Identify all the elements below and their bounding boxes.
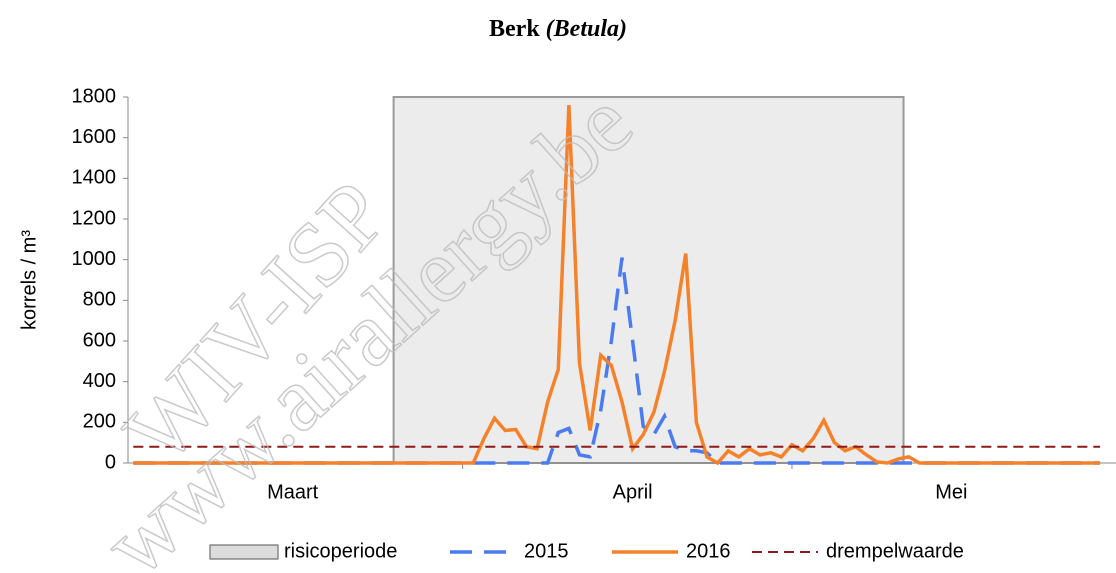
legend-label: risicoperiode [284, 540, 397, 562]
y-tick-label: 0 [105, 451, 116, 473]
y-axis-label: korrels / m³ [18, 230, 40, 330]
title-italic: (Betula) [546, 16, 627, 42]
x-tick-label: Maart [267, 481, 319, 503]
legend-item: risicoperiode [209, 540, 397, 562]
x-tick-label: Mei [935, 481, 967, 503]
y-tick-label: 1000 [72, 248, 117, 270]
y-tick-label: 600 [83, 329, 116, 351]
title-main: Berk [489, 16, 540, 42]
legend-item: drempelwaarde [752, 540, 964, 562]
y-tick-label: 800 [83, 289, 116, 311]
chart-title: Berk (Betula) [489, 16, 627, 42]
legend-item: 2016 [612, 540, 731, 562]
legend: risicoperiode 2015 2016 drempelwaarde [209, 540, 964, 562]
legend-swatch [209, 544, 279, 560]
legend-label: 2016 [686, 540, 731, 562]
y-tick-label: 1800 [72, 85, 117, 107]
y-tick-label: 200 [83, 411, 116, 433]
legend-label: 2015 [524, 540, 569, 562]
legend-label: drempelwaarde [826, 540, 964, 562]
legend-item: 2015 [450, 540, 569, 562]
series-line [133, 105, 1101, 466]
plot-area [392, 96, 905, 464]
risk-area [392, 96, 905, 464]
y-tick-label: 1200 [72, 207, 117, 229]
y-tick-label: 1600 [72, 126, 117, 148]
y-tick-label: 400 [83, 370, 116, 392]
x-tick-label: April [613, 481, 653, 503]
y-tick-label: 1400 [72, 167, 117, 189]
